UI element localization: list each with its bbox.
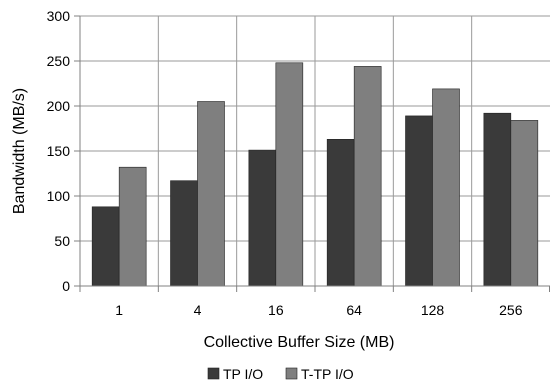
y-tick-label: 150 (47, 143, 71, 159)
y-tick-label: 300 (47, 8, 71, 24)
y-tick-label: 50 (54, 233, 70, 249)
gridlines (80, 15, 550, 287)
y-axis-title: Bandwidth (MB/s) (11, 88, 28, 214)
x-tick-label: 4 (194, 302, 202, 318)
legend-swatch (285, 367, 298, 380)
bar-tp-io (483, 112, 512, 287)
x-tick-label: 128 (421, 302, 445, 318)
bar-t-tp-io (275, 62, 304, 287)
bar-tp-io (170, 180, 198, 287)
y-tick-label: 0 (62, 278, 70, 294)
bar-tp-io (248, 149, 277, 287)
bar-t-tp-io (197, 101, 225, 287)
bar-t-tp-io (353, 66, 382, 287)
x-axis-ticks: 1 4 16 64 128 256 (79, 286, 550, 318)
legend-label: TP I/O (223, 366, 263, 382)
legend-swatch (207, 367, 220, 380)
bar-t-tp-io (432, 88, 460, 287)
legend: TP I/O T-TP I/O (207, 366, 354, 382)
legend-label: T-TP I/O (301, 366, 354, 382)
x-tick-label: 16 (268, 302, 284, 318)
y-axis-ticks: 0 50 100 150 200 250 300 (47, 8, 80, 294)
x-tick-label: 1 (115, 302, 123, 318)
bar-tp-io (405, 115, 433, 287)
y-tick-label: 200 (47, 98, 71, 114)
bar-tp-io (326, 139, 355, 287)
y-tick-label: 100 (47, 188, 71, 204)
x-tick-label: 64 (346, 302, 362, 318)
bar-tp-io (91, 206, 120, 287)
bar-t-tp-io (510, 120, 539, 287)
x-axis-title: Collective Buffer Size (MB) (204, 334, 395, 351)
bars (91, 62, 539, 287)
x-tick-label: 256 (499, 302, 523, 318)
y-tick-label: 250 (47, 53, 71, 69)
bar-t-tp-io (118, 166, 147, 287)
